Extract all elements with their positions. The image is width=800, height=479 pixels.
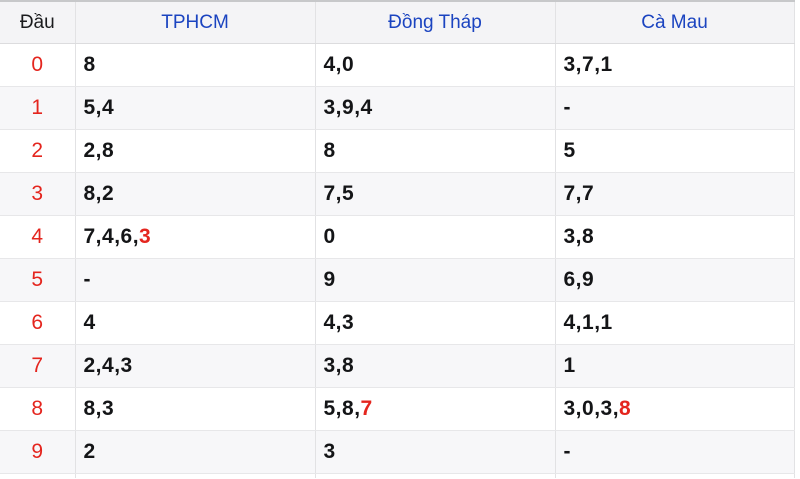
highlight-digit: 3 (139, 225, 152, 248)
value-cell: 8,3 (75, 387, 316, 431)
table-row: 1 5,4 3,9,4 - (0, 86, 795, 130)
header-row: Đầu TPHCM Đồng Tháp Cà Mau (0, 2, 795, 44)
digit-text: 8,3 (83, 397, 115, 420)
value-cell: 3,8 (555, 215, 795, 259)
digit-text: 8,2 (83, 182, 115, 205)
value-cell: - (555, 86, 795, 130)
value-cell: 3,0,3,8 (555, 387, 795, 431)
digit-text: 1 (563, 354, 576, 377)
table-row: 3 8,2 7,5 7,7 (0, 172, 795, 216)
value-cell: 2,8 (75, 129, 316, 173)
partial-cell (555, 473, 795, 478)
head-digit-cell: 0 (0, 43, 76, 87)
value-cell: 8,2 (75, 172, 316, 216)
value-cell: 9 (315, 258, 556, 302)
digit-text: 7,7 (563, 182, 595, 205)
top-divider (0, 0, 795, 2)
partial-cell (0, 473, 76, 478)
digit-text: 8 (323, 139, 336, 162)
value-cell: 4,1,1 (555, 301, 795, 345)
digit-text: 4,3 (323, 311, 355, 334)
value-cell: 7,5 (315, 172, 556, 216)
value-cell: 5,8,7 (315, 387, 556, 431)
digit-text: 0 (323, 225, 336, 248)
value-cell: 4,0 (315, 43, 556, 87)
digit-text: 3,8 (323, 354, 355, 377)
partial-next-row (0, 473, 795, 478)
value-cell: 2 (75, 430, 316, 474)
value-cell: 3,9,4 (315, 86, 556, 130)
digit-text: 3 (323, 440, 336, 463)
head-digit-cell: 5 (0, 258, 76, 302)
column-header-tphcm[interactable]: TPHCM (75, 2, 316, 44)
partial-cell (315, 473, 556, 478)
digit-text: 2,4,3 (83, 354, 133, 377)
digit-text: 5,4 (83, 96, 115, 119)
digit-text: - (563, 440, 571, 463)
digit-text: 9 (323, 268, 336, 291)
head-digit-cell: 7 (0, 344, 76, 388)
column-header-ca-mau[interactable]: Cà Mau (555, 2, 795, 44)
digit-text: 5 (563, 139, 576, 162)
value-cell: - (555, 430, 795, 474)
digit-text: 3,9,4 (323, 96, 373, 119)
column-header-dong-thap[interactable]: Đồng Tháp (315, 2, 556, 44)
column-header-dau: Đầu (0, 2, 76, 44)
value-cell: 6,9 (555, 258, 795, 302)
head-digit-cell: 9 (0, 430, 76, 474)
value-cell: 0 (315, 215, 556, 259)
value-cell: 3 (315, 430, 556, 474)
table-row: 7 2,4,3 3,8 1 (0, 344, 795, 388)
digit-text: - (83, 268, 91, 291)
digit-text: 2 (83, 440, 96, 463)
value-cell: 2,4,3 (75, 344, 316, 388)
partial-cell (75, 473, 316, 478)
value-cell: 5 (555, 129, 795, 173)
digit-text: 3,0,3, (563, 397, 620, 420)
value-cell: 4 (75, 301, 316, 345)
digit-text: 4 (83, 311, 96, 334)
head-digit-cell: 1 (0, 86, 76, 130)
value-cell: 1 (555, 344, 795, 388)
value-cell: 3,8 (315, 344, 556, 388)
value-cell: 4,3 (315, 301, 556, 345)
value-cell: 5,4 (75, 86, 316, 130)
digit-text: - (563, 96, 571, 119)
head-digit-cell: 2 (0, 129, 76, 173)
value-cell: 7,4,6,3 (75, 215, 316, 259)
value-cell: 7,7 (555, 172, 795, 216)
digit-text: 3,8 (563, 225, 595, 248)
value-cell: - (75, 258, 316, 302)
digit-text: 8 (83, 53, 96, 76)
table-row: 8 8,3 5,8,7 3,0,3,8 (0, 387, 795, 431)
digit-text: 2,8 (83, 139, 115, 162)
highlight-digit: 7 (360, 397, 373, 420)
digit-text: 3,7,1 (563, 53, 613, 76)
table-row: 0 8 4,0 3,7,1 (0, 43, 795, 87)
digit-text: 4,0 (323, 53, 355, 76)
table-row: 2 2,8 8 5 (0, 129, 795, 173)
head-digit-cell: 3 (0, 172, 76, 216)
head-digit-cell: 4 (0, 215, 76, 259)
table-row: 4 7,4,6,3 0 3,8 (0, 215, 795, 259)
value-cell: 8 (315, 129, 556, 173)
digit-text: 6,9 (563, 268, 595, 291)
digit-text: 7,5 (323, 182, 355, 205)
head-digit-cell: 6 (0, 301, 76, 345)
digit-text: 4,1,1 (563, 311, 613, 334)
highlight-digit: 8 (619, 397, 632, 420)
table-row: 5- 9 6,9 (0, 258, 795, 302)
digit-text: 5,8, (323, 397, 361, 420)
value-cell: 3,7,1 (555, 43, 795, 87)
digit-text: 7,4,6, (83, 225, 140, 248)
table-row: 6 4 4,3 4,1,1 (0, 301, 795, 345)
value-cell: 8 (75, 43, 316, 87)
table-body: 0 8 4,0 3,7,1 1 5,4 3,9,4-2 2,8 8 5 3 8,2 7,5 7,7 4 7,4… (0, 43, 795, 478)
head-digit-cell: 8 (0, 387, 76, 431)
